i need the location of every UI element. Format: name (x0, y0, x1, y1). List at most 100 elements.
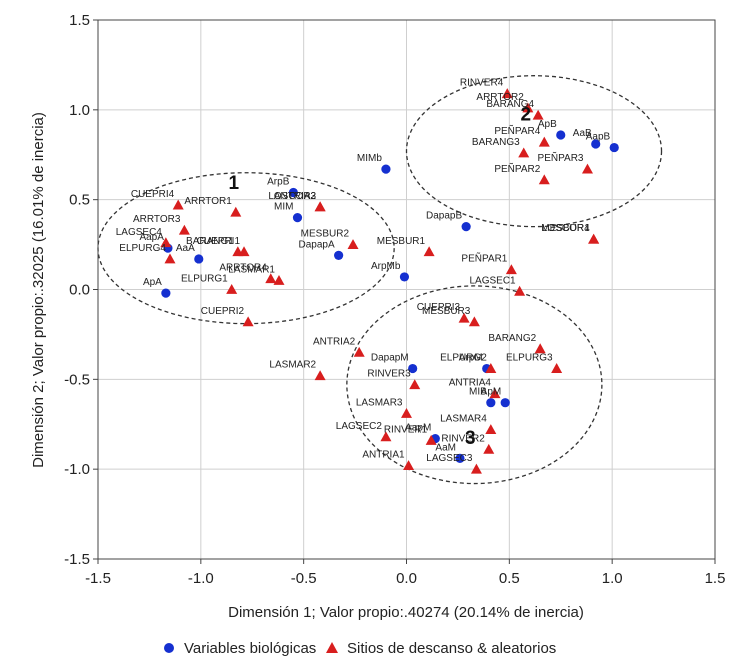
point-label: AaA (176, 243, 195, 254)
point-triangle (238, 246, 250, 257)
point-label: ARRTOR2 (476, 92, 524, 103)
point-triangle (164, 253, 176, 264)
point-triangle (353, 346, 365, 357)
x-axis-title: Dimensión 1; Valor propio:.40274 (20.14%… (228, 604, 584, 621)
point-triangle (485, 363, 497, 373)
point-triangle (458, 312, 470, 323)
point-label: LAGSEC4 (116, 227, 163, 238)
group-labels: 1 2 3 (228, 105, 531, 449)
point-triangle (518, 147, 530, 158)
point-label: ELPURG4 (119, 243, 166, 254)
point-triangle (178, 224, 190, 235)
point-label: BARANG1 (186, 236, 234, 247)
y-tick-labels: 1.5 1.0 0.5 0.0 -0.5 -1.0 -1.5 (64, 12, 98, 568)
legend-circle-marker (164, 643, 174, 653)
point-label: ELPURG3 (506, 353, 553, 364)
point-circle (500, 398, 510, 408)
point-label: MESBUR3 (422, 306, 471, 317)
point-label: ApA (143, 277, 162, 288)
point-triangle (538, 136, 550, 147)
point-label: LAGSEC3 (426, 453, 473, 464)
point-circle (461, 222, 471, 232)
point-label: DapapB (426, 211, 462, 222)
x-tick-label: -1.0 (188, 570, 214, 587)
point-label: MESBUR2 (301, 229, 350, 240)
y-tick-label: -1.0 (64, 461, 90, 478)
point-label: MESBUR4 (541, 223, 590, 234)
x-tick-labels: -1.5 -1.0 -0.5 0.0 0.5 1.0 1.5 (85, 559, 725, 587)
point-label: ARRTOR4 (219, 263, 267, 274)
point-label: ArpB (267, 176, 290, 187)
point-triangle (403, 460, 415, 470)
point-label: AapM (405, 423, 431, 434)
point-triangle (242, 316, 254, 327)
point-label: ANTRIA1 (362, 450, 405, 461)
point-triangle (265, 273, 277, 284)
point-circle (381, 164, 391, 174)
point-circle (292, 213, 303, 223)
point-circle (591, 139, 601, 149)
x-tick-label: -1.5 (85, 570, 111, 587)
point-triangle (485, 424, 497, 435)
point-label: ArpMb (371, 261, 401, 272)
point-label: LOSCOR2 (268, 191, 316, 202)
y-tick-label: 0.5 (69, 192, 90, 209)
x-tick-label: 0.5 (499, 570, 520, 587)
point-label: LASMAR1 (228, 265, 275, 276)
point-label: AaM (435, 442, 456, 453)
point-label: AapB (586, 132, 611, 143)
point-circle (408, 363, 418, 374)
point-circle (161, 288, 171, 298)
point-label: CUEPRI1 (197, 236, 241, 247)
group-label: 2 (520, 105, 531, 126)
y-tick-label: 0.0 (69, 282, 90, 299)
point-circle (455, 453, 465, 463)
y-tick-label: 1.5 (69, 12, 90, 29)
point-label: LASMAR3 (356, 397, 403, 408)
point-triangle (532, 109, 544, 120)
point-label: PEÑPAR3 (538, 151, 584, 164)
point-label: LASMAR4 (440, 414, 487, 425)
point-triangle (425, 434, 437, 445)
point-label: DapapA (298, 239, 334, 250)
point-label: ELPURG2 (440, 353, 487, 364)
point-label: LAGSEC1 (469, 275, 516, 286)
point-label: BARANG4 (486, 99, 534, 110)
point-triangle (551, 363, 563, 373)
data-points (160, 88, 619, 474)
point-circle (194, 254, 204, 264)
point-label: CUEPRI2 (201, 306, 245, 317)
point-circle (556, 130, 566, 140)
point-label: ANTRIA2 (313, 336, 356, 347)
point-label: ANTRIA3 (274, 191, 317, 202)
x-tick-label: 1.0 (602, 570, 623, 587)
x-tick-label: 1.5 (705, 570, 726, 587)
point-label: AaB (573, 128, 592, 139)
point-label: LOSCOR1 (542, 223, 590, 234)
point-triangle (588, 233, 600, 244)
point-triangle (401, 407, 412, 418)
y-tick-label: -1.5 (64, 551, 90, 568)
point-triangle (581, 163, 593, 174)
point-label: ArpM (459, 353, 483, 364)
point-label: ANTRIA4 (449, 378, 492, 389)
y-tick-label: -0.5 (64, 371, 90, 388)
point-triangle (470, 463, 482, 474)
point-label: CUEPRI3 (417, 302, 461, 313)
legend-triangle-marker (326, 642, 338, 653)
point-triangle (423, 246, 435, 257)
point-triangle (226, 284, 238, 294)
point-triangle (514, 285, 526, 296)
point-triangle (172, 199, 184, 210)
x-tick-label: 0.0 (396, 570, 417, 587)
legend: Variables biológicas Sitios de descanso … (164, 640, 556, 657)
legend-label-biological: Variables biológicas (184, 640, 316, 657)
point-triangle (380, 431, 392, 442)
point-circle (609, 142, 619, 153)
point-label: MIM (274, 202, 293, 213)
point-label: RINVER4 (460, 78, 504, 89)
y-axis-title: Dimensión 2; Valor propio:.32025 (16.01%… (30, 112, 47, 468)
point-circle (288, 187, 298, 198)
point-triangle (522, 102, 534, 113)
